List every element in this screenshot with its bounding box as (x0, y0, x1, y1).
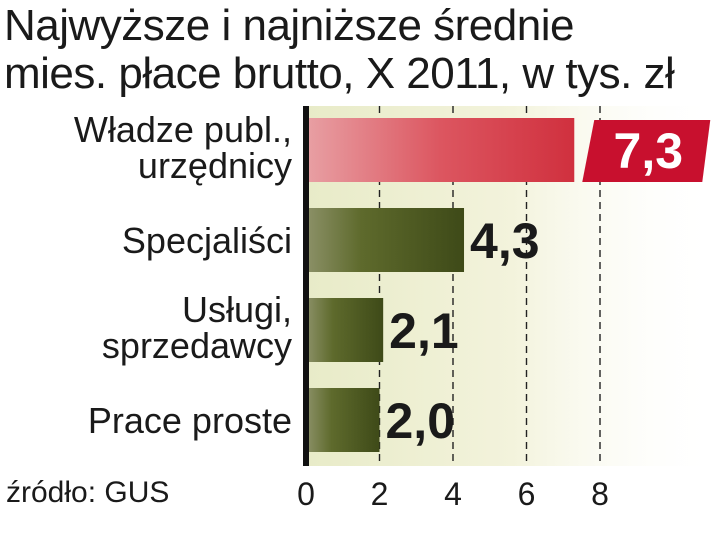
value-label-2: 2,1 (389, 303, 459, 359)
category-label-0-0: Władze publ., (74, 109, 292, 150)
bar-2 (306, 298, 384, 362)
category-label-0-1: urzędnicy (138, 145, 292, 186)
value-label-0: 7,3 (614, 123, 684, 179)
category-label-1-0: Specjaliści (122, 220, 292, 261)
x-tick-label-8: 8 (591, 476, 609, 512)
x-tick-label-4: 4 (444, 476, 462, 512)
bar-3 (306, 388, 380, 452)
chart-title: Najwyższe i najniższe średnie mies. płac… (4, 1, 675, 98)
value-label-1: 4,3 (470, 213, 540, 269)
chart-title-line-2: mies. płace brutto, X 2011, w tys. zł (4, 49, 675, 98)
value-label-3: 2,0 (386, 393, 456, 449)
category-label-2-1: sprzedawcy (102, 325, 292, 366)
value-label-bg-0 (582, 120, 711, 182)
x-tick-label-0: 0 (297, 476, 315, 512)
x-tick-label-6: 6 (518, 476, 536, 512)
category-label-3-0: Prace proste (88, 400, 292, 441)
x-tick-label-2: 2 (371, 476, 389, 512)
source-note: źródło: GUS (6, 476, 170, 509)
category-label-2-0: Usługi, (182, 289, 292, 330)
bar-0 (306, 118, 575, 182)
bar-1 (306, 208, 465, 272)
chart-title-line-1: Najwyższe i najniższe średnie (4, 1, 574, 50)
